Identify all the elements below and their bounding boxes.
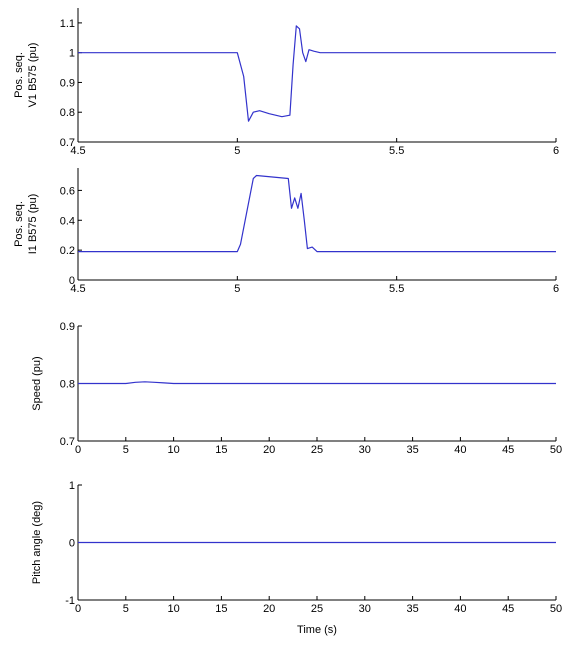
- y-axis-label: I1 B575 (pu): [27, 194, 39, 255]
- x-tick-label: 25: [311, 603, 323, 615]
- x-tick-label: 50: [550, 444, 562, 456]
- subplot-voltage: 4.5 5 5.5 6 0.7 0.8 0.9 1 1.1 Pos. seq. V1 B575 (p…: [13, 8, 559, 157]
- y-tick-label: 0: [69, 275, 75, 287]
- y-tick-label: 1: [69, 48, 75, 60]
- x-tick-label: 35: [406, 603, 418, 615]
- y-axis-label: Pitch angle (deg): [31, 501, 43, 584]
- series-line: [78, 25, 556, 122]
- x-axis-label: Time (s): [297, 624, 337, 636]
- x-tick-label: 4.5: [70, 145, 85, 157]
- y-tick-label: 0.7: [60, 137, 75, 149]
- x-tick-label: 45: [502, 603, 514, 615]
- y-tick-label: 0.8: [60, 107, 75, 119]
- x-tick-label: 50: [550, 603, 562, 615]
- y-axis-label: Pos. seq.: [13, 52, 25, 98]
- x-tick-label: 0: [75, 444, 81, 456]
- y-tick-label: 0.7: [60, 436, 75, 448]
- x-tick-label: 20: [263, 603, 275, 615]
- y-axis-label: Speed (pu): [31, 356, 43, 410]
- y-tick-label: -1: [65, 595, 75, 607]
- x-tick-label: 5.5: [389, 145, 404, 157]
- x-tick-label: 30: [359, 603, 371, 615]
- x-tick-label: 6: [553, 283, 559, 295]
- x-tick-label: 15: [215, 603, 227, 615]
- x-tick-label: 40: [454, 603, 466, 615]
- x-tick-label: 5.5: [389, 283, 404, 295]
- y-axis-label: Pos. seq.: [13, 201, 25, 247]
- x-tick-label: 45: [502, 444, 514, 456]
- y-tick-label: 0.4: [60, 215, 75, 227]
- x-tick-label: 20: [263, 444, 275, 456]
- x-tick-label: 40: [454, 444, 466, 456]
- subplot-speed: 0 5 10 15 20 25 30 35 40 45 50 0.7 0.8 0.9 Speed (pu): [31, 321, 562, 456]
- y-tick-label: 0: [69, 538, 75, 550]
- series-line: [78, 174, 556, 253]
- x-tick-label: 35: [406, 444, 418, 456]
- y-axis-label: V1 B575 (pu): [27, 43, 39, 108]
- y-tick-label: 0.8: [60, 379, 75, 391]
- x-tick-label: 0: [75, 603, 81, 615]
- y-tick-label: 0.9: [60, 321, 75, 333]
- x-tick-label: 10: [167, 603, 179, 615]
- y-tick-label: 0.6: [60, 185, 75, 197]
- x-tick-label: 5: [123, 444, 129, 456]
- x-tick-label: 15: [215, 444, 227, 456]
- x-tick-label: 6: [553, 145, 559, 157]
- y-tick-label: 0.2: [60, 245, 75, 257]
- x-tick-label: 5: [234, 283, 240, 295]
- series-line: [78, 381, 556, 385]
- y-tick-label: 1.1: [60, 18, 75, 30]
- x-tick-label: 5: [123, 603, 129, 615]
- subplot-current: 4.5 5 5.5 6 0 0.2 0.4 0.6 Pos. seq. I1 B575 (pu): [13, 168, 559, 295]
- y-tick-label: 1: [69, 480, 75, 492]
- y-tick-label: 0.9: [60, 77, 75, 89]
- x-tick-label: 10: [167, 444, 179, 456]
- x-tick-label: 5: [234, 145, 240, 157]
- x-tick-label: 25: [311, 444, 323, 456]
- x-tick-label: 4.5: [70, 283, 85, 295]
- x-tick-label: 30: [359, 444, 371, 456]
